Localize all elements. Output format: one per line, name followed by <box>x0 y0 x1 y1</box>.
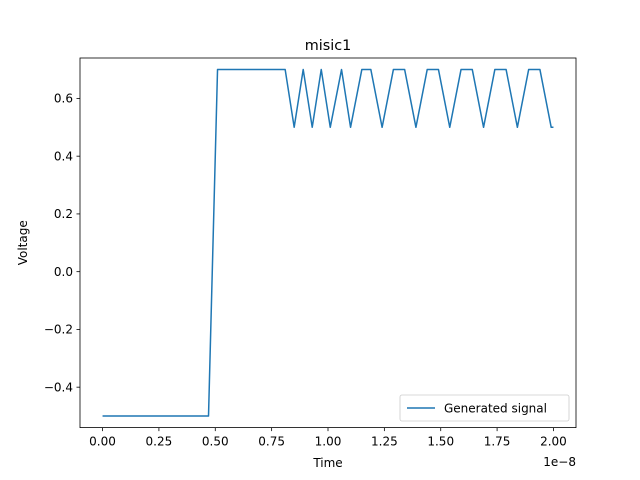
chart-title: misic1 <box>305 38 352 54</box>
y-tick-label: −0.4 <box>44 380 73 394</box>
y-tick-label: 0.4 <box>54 149 73 163</box>
x-tick-label: 0.50 <box>202 435 229 449</box>
x-tick-label: 0.75 <box>258 435 285 449</box>
plot-frame <box>79 57 577 429</box>
x-tick-label: 0.25 <box>146 435 173 449</box>
x-tick-label: 1.25 <box>371 435 398 449</box>
y-axis-label: Voltage <box>16 220 30 265</box>
legend-frame <box>399 394 570 422</box>
x-tick-label: 0.00 <box>89 435 116 449</box>
x-axis-label: Time <box>312 456 342 470</box>
x-tick-label: 1.75 <box>484 435 511 449</box>
y-tick-label: 0.0 <box>54 265 73 279</box>
y-tick-label: −0.2 <box>44 323 73 337</box>
y-tick-label: 0.6 <box>54 92 73 106</box>
legend-entry: Generated signal <box>444 402 547 416</box>
x-tick-label: 1.00 <box>315 435 342 449</box>
legend: Generated signal <box>399 394 570 422</box>
x-tick-label: 2.00 <box>540 435 567 449</box>
y-tick-label: 0.2 <box>54 207 73 221</box>
series-line-0 <box>102 68 554 417</box>
x-offset-label: 1e−8 <box>543 455 576 469</box>
x-tick-label: 1.50 <box>427 435 454 449</box>
